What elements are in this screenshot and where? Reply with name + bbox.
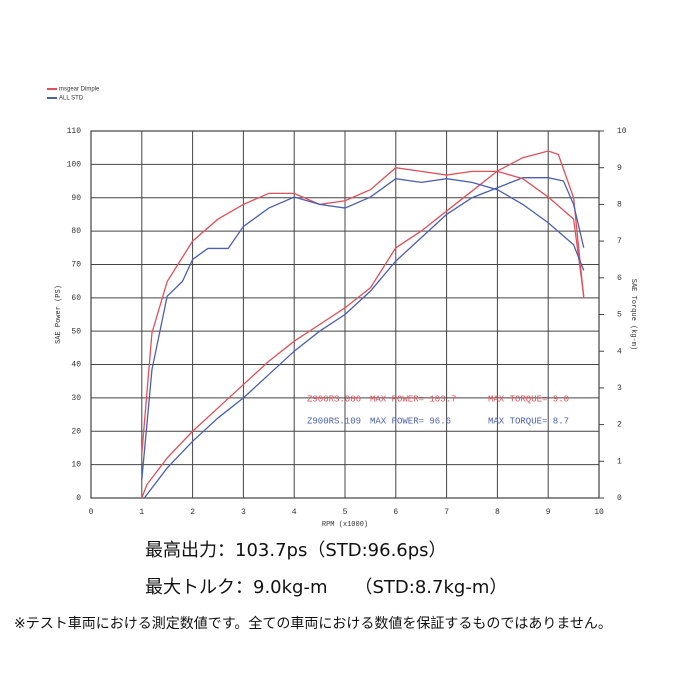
- y-axis-label: SAE Power (PS): [55, 285, 63, 344]
- y-tick-label: 70: [71, 261, 81, 270]
- y-tick-label: 50: [71, 327, 81, 336]
- x-tick-label: 10: [594, 508, 604, 517]
- y-tick-label: 40: [71, 361, 81, 370]
- x-tick-label: 3: [241, 508, 246, 517]
- y-tick-label: 0: [76, 494, 81, 503]
- x-tick-label: 1: [139, 508, 144, 517]
- annotation: Z900RS.109: [307, 416, 361, 426]
- y-tick-label: 10: [71, 461, 81, 470]
- x-tick-label: 8: [495, 508, 500, 517]
- x-tick-label: 2: [190, 508, 195, 517]
- y-tick-label: 30: [71, 394, 81, 403]
- caption: 最大トルク：9.0kg-m （STD:8.7kg-m）: [145, 577, 508, 598]
- x-tick-label: 5: [343, 508, 348, 517]
- x-tick-label: 7: [444, 508, 449, 517]
- y2-tick-label: 4: [617, 347, 622, 356]
- y2-tick-label: 6: [617, 274, 622, 283]
- note: ※テスト車両における測定数値です。全ての車両における数値を保証するものではありま…: [14, 616, 612, 632]
- y2-tick-label: 3: [617, 384, 622, 393]
- y2-tick-label: 1: [617, 457, 622, 466]
- annotation: Z900RS.086: [307, 394, 361, 404]
- y-tick-label: 110: [67, 127, 82, 136]
- y2-tick-label: 10: [617, 127, 627, 136]
- x-tick-label: 6: [393, 508, 398, 517]
- x-tick-label: 9: [546, 508, 551, 517]
- y-tick-label: 60: [71, 294, 81, 303]
- x-tick-label: 0: [89, 508, 94, 517]
- y-tick-label: 80: [71, 227, 81, 236]
- series-line: [141, 178, 585, 480]
- y2-tick-label: 8: [617, 201, 622, 210]
- annotation: MAX TORQUE= 8.7: [488, 416, 569, 426]
- y2-tick-label: 2: [617, 421, 622, 430]
- y2-tick-label: 5: [617, 311, 622, 320]
- y-tick-label: 20: [71, 427, 81, 436]
- x-axis-label: RPM (x1000): [322, 521, 368, 529]
- series-line: [141, 167, 585, 455]
- series-line: [141, 150, 585, 499]
- y2-axis-label: SAE Torque (kg-m): [629, 279, 637, 350]
- y-tick-label: 90: [71, 194, 81, 203]
- annotation: MAX POWER= 96.6: [370, 416, 451, 426]
- series-line: [143, 177, 585, 499]
- y2-tick-label: 9: [617, 164, 622, 173]
- legend-label: ALL STD: [59, 96, 84, 102]
- caption: 最高出力：103.7ps（STD:96.6ps）: [145, 540, 447, 561]
- annotation: MAX TORQUE= 9.0: [488, 394, 569, 404]
- y-tick-label: 100: [67, 160, 82, 169]
- y2-tick-label: 7: [617, 237, 622, 246]
- annotation: MAX POWER= 103.7: [370, 394, 456, 404]
- y2-tick-label: 0: [617, 494, 622, 503]
- x-tick-label: 4: [292, 508, 297, 517]
- legend-label: msgear Dimple: [59, 87, 100, 93]
